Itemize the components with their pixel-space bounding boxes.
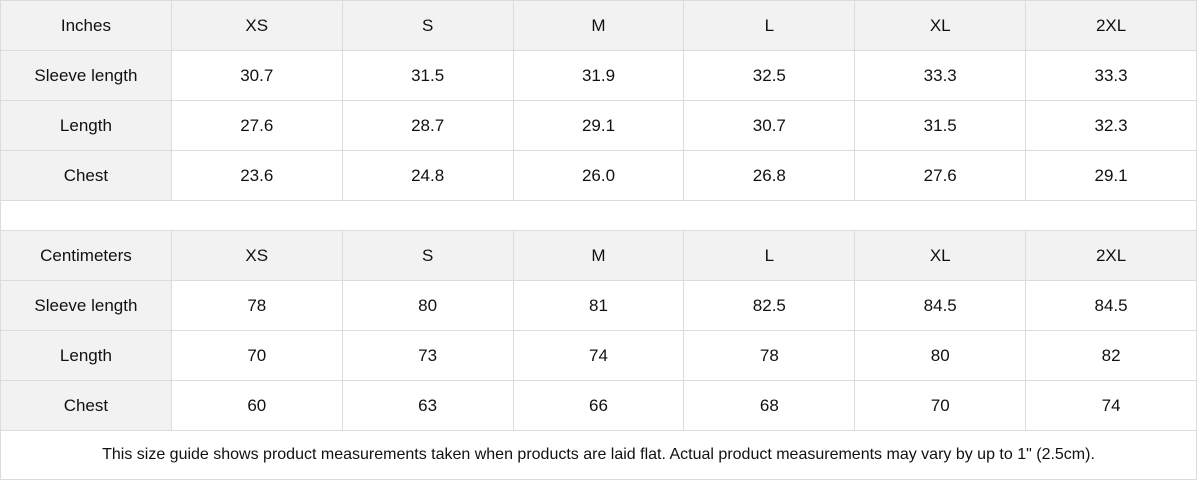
measurement-cell: 81 [513,280,685,330]
measurement-cell: 29.1 [513,100,685,150]
measurement-cell: 80 [855,330,1027,380]
measurement-cell: 31.9 [513,50,685,100]
row-label-cell: Sleeve length [1,50,172,100]
row-label-cell: Chest [1,150,172,200]
measurement-cell: 84.5 [855,280,1027,330]
size-header-cell: XS [171,0,343,50]
unit-header-cell: Centimeters [1,230,172,280]
size-header-cell: XS [171,230,343,280]
measurement-cell: 30.7 [684,100,856,150]
measurement-cell: 32.5 [684,50,856,100]
measurement-cell: 33.3 [855,50,1027,100]
size-header-cell: M [513,0,685,50]
size-header-cell: XL [855,0,1027,50]
measurement-cell: 30.7 [171,50,343,100]
measurement-cell: 82.5 [684,280,856,330]
measurement-cell: 60 [171,380,343,430]
measurement-cell: 70 [855,380,1027,430]
size-header-cell: XL [855,230,1027,280]
row-label-cell: Chest [1,380,172,430]
measurement-cell: 27.6 [855,150,1027,200]
size-header-cell: 2XL [1026,0,1197,50]
size-header-cell: S [342,0,514,50]
measurement-cell: 26.8 [684,150,856,200]
measurement-cell: 74 [513,330,685,380]
size-header-cell: S [342,230,514,280]
table-spacer [1,200,1197,230]
measurement-cell: 80 [342,280,514,330]
unit-header-cell: Inches [1,0,172,50]
size-header-cell: L [684,0,856,50]
measurement-cell: 73 [342,330,514,380]
size-header-cell: 2XL [1026,230,1197,280]
measurement-cell: 82 [1026,330,1197,380]
measurement-cell: 31.5 [855,100,1027,150]
measurement-cell: 29.1 [1026,150,1197,200]
measurement-cell: 74 [1026,380,1197,430]
inches-table: Inches XS S M L XL 2XL Sleeve length 30.7 31.5 31.… [1,0,1197,200]
measurement-cell: 33.3 [1026,50,1197,100]
measurement-cell: 27.6 [171,100,343,150]
measurement-cell: 78 [684,330,856,380]
measurement-cell: 28.7 [342,100,514,150]
measurement-cell: 24.8 [342,150,514,200]
row-label-cell: Sleeve length [1,280,172,330]
row-label-cell: Length [1,330,172,380]
measurement-cell: 63 [342,380,514,430]
measurement-cell: 66 [513,380,685,430]
centimeters-table: Centimeters XS S M L XL 2XL Sleeve length 78 80 81… [1,230,1197,430]
measurement-cell: 23.6 [171,150,343,200]
measurement-cell: 78 [171,280,343,330]
measurement-cell: 68 [684,380,856,430]
measurement-cell: 84.5 [1026,280,1197,330]
size-header-cell: M [513,230,685,280]
row-label-cell: Length [1,100,172,150]
measurement-cell: 31.5 [342,50,514,100]
measurement-cell: 70 [171,330,343,380]
size-header-cell: L [684,230,856,280]
size-guide-note: This size guide shows product measuremen… [1,430,1197,480]
measurement-cell: 32.3 [1026,100,1197,150]
measurement-cell: 26.0 [513,150,685,200]
